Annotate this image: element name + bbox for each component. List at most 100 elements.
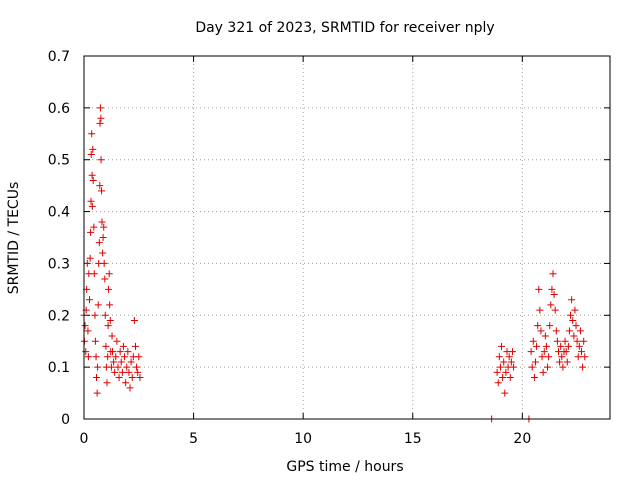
data-point [97,156,105,164]
data-point [564,342,572,350]
data-point [81,322,89,330]
data-point [565,327,573,335]
data-point [94,363,102,371]
data-point [105,270,113,278]
data-point [531,358,539,366]
y-tick-label: 0.6 [48,101,70,117]
data-point [494,379,502,387]
data-point [563,358,571,366]
data-point [84,327,92,335]
data-point [574,353,582,361]
data-point [552,327,560,335]
data-point [567,311,575,319]
data-point [97,114,105,122]
data-point [539,368,547,376]
data-point [568,296,576,304]
data-point [550,291,558,299]
data-point [89,176,97,184]
data-point [125,368,133,376]
data-point [534,322,542,330]
y-tick-label: 0.7 [48,49,70,65]
data-point [82,348,90,356]
data-point [508,348,516,356]
data-point [493,368,501,376]
data-point [116,348,124,356]
data-point [124,348,132,356]
y-tick-label: 0.1 [48,360,70,376]
x-axis-label: GPS time / hours [286,459,403,475]
data-point [108,332,116,340]
data-point [553,337,561,345]
data-point [84,353,92,361]
y-axis-label: SRMTID / TECUs [6,182,22,295]
data-point [498,342,506,350]
data-point [115,374,123,382]
y-tick-label: 0.3 [48,256,70,272]
data-point [562,348,570,356]
data-point [104,353,112,361]
data-point [105,285,113,293]
data-point [88,171,96,179]
data-point [127,358,135,366]
data-point [569,316,577,324]
data-point [505,353,513,361]
data-point [530,374,538,382]
x-tick-label: 15 [404,431,422,447]
data-point [501,389,509,397]
data-point [579,363,587,371]
data-point [108,348,116,356]
data-point [506,374,514,382]
data-point [507,358,515,366]
data-point [540,348,548,356]
data-point [89,145,97,153]
data-point [107,363,115,371]
data-point [100,223,108,231]
data-point [559,363,567,371]
grid-layer [84,56,610,419]
data-point [126,384,134,392]
data-point [106,301,114,309]
data-point [546,322,554,330]
data-point [535,285,543,293]
data-point [96,119,104,127]
data-point [573,337,581,345]
data-point [110,358,118,366]
data-point [130,316,138,324]
data-point [549,270,557,278]
data-point [496,363,504,371]
data-point [113,337,121,345]
data-point [556,358,564,366]
data-point [87,151,95,159]
data-point [576,327,584,335]
data-point [136,374,144,382]
data-point [502,368,510,376]
tick-layer: 0 0.1 0.2 0.3 0.4 0.5 0.6 0.7 0 5 10 15 20 [48,49,610,447]
data-point [133,363,141,371]
x-tick-label: 10 [294,431,312,447]
y-tick-label: 0.4 [48,205,70,221]
data-point [545,353,553,361]
data-point [118,368,126,376]
data-point [96,104,104,112]
data-point [538,353,546,361]
data-point [90,270,98,278]
data-point [561,337,569,345]
data-point [499,374,507,382]
data-point [91,311,99,319]
data-point [558,353,566,361]
data-point [100,259,108,267]
data-point [495,353,503,361]
data-point [91,337,99,345]
data-point [99,234,107,241]
data-point [537,327,545,335]
data-point [551,306,559,314]
data-point [114,363,122,371]
data-point [85,296,93,304]
x-tick-label: 5 [189,431,198,447]
data-point [572,322,580,330]
data-point [96,182,104,190]
data-point [111,368,119,376]
data-point [557,342,565,350]
chart-title: Day 321 of 2023, SRMTID for receiver npl… [195,20,494,36]
